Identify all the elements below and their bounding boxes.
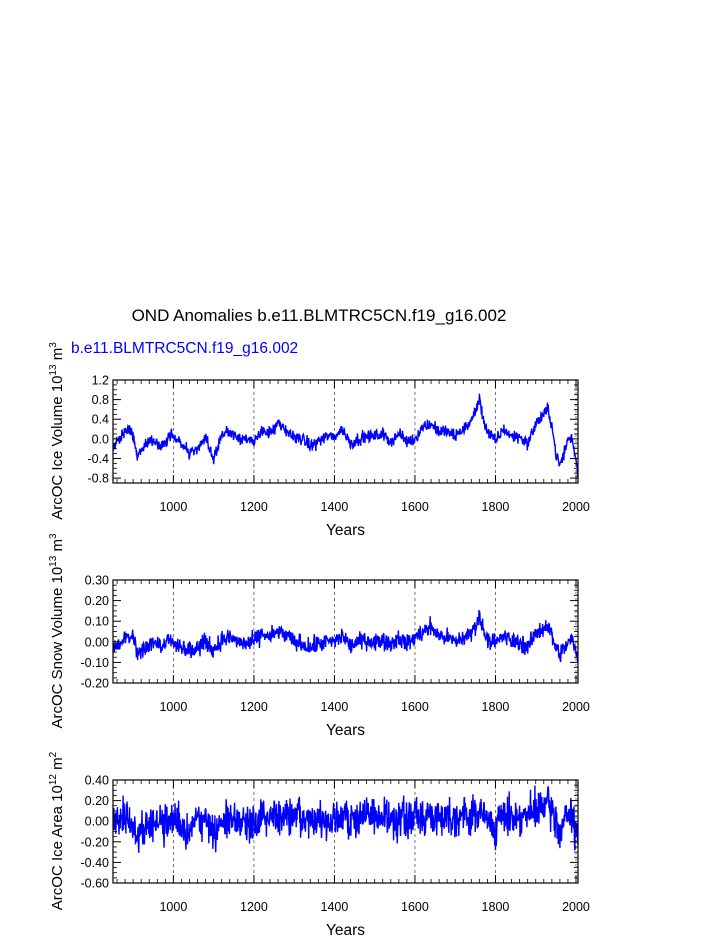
y-tick-label: 0.30 — [85, 574, 109, 588]
y-tick-label: 0.00 — [85, 635, 109, 649]
y-tick-label: 0.0 — [92, 432, 109, 446]
x-tick-label: 1000 — [159, 700, 187, 714]
x-tick-label: 1000 — [159, 500, 187, 514]
y-tick-label: -0.40 — [81, 856, 110, 870]
panel-1: 1000 1200 1400 1600 1800 2000 -0.8 -0.4 0.0 0.4 0.… — [48, 342, 590, 539]
panel-3: 1000 1200 1400 1600 1800 2000 -0.60 -0.40 -0.20 0… — [48, 751, 590, 935]
x-tick-label: 1600 — [401, 700, 429, 714]
x-tick-label: 1200 — [240, 500, 268, 514]
x-tick-label: 1800 — [482, 500, 510, 514]
y-axis-label: ArcOC Ice Area 1012 m2 — [48, 751, 66, 910]
y-tick-label: -0.20 — [81, 677, 110, 691]
x-tick-label: 1400 — [321, 700, 349, 714]
y-tick-label: -0.8 — [87, 472, 109, 486]
x-tick-label: 1600 — [401, 500, 429, 514]
x-tick-label: 2000 — [562, 500, 590, 514]
y-tick-label: -0.10 — [81, 656, 110, 670]
y-tick-label: 0.40 — [85, 774, 109, 788]
y-axis-label: ArcOC Snow Volume 1013 m3 — [48, 533, 66, 729]
y-tick-label: 0.00 — [85, 815, 109, 829]
y-tick-label: 1.2 — [92, 374, 109, 388]
x-tick-label: 1800 — [482, 900, 510, 914]
x-tick-label: 1400 — [321, 900, 349, 914]
x-tick-label: 2000 — [562, 700, 590, 714]
y-tick-label: 0.20 — [85, 794, 109, 808]
series-line — [113, 609, 578, 663]
y-tick-label: 0.4 — [92, 413, 109, 427]
x-tick-label: 1800 — [482, 700, 510, 714]
series-line — [113, 785, 578, 853]
x-axis-label: Years — [326, 522, 365, 539]
panel-2: 1000 1200 1400 1600 1800 2000 -0.20 -0.10 0.00 0.… — [48, 533, 590, 739]
x-tick-label: 1600 — [401, 900, 429, 914]
x-axis-label: Years — [326, 922, 365, 935]
y-tick-label: 0.20 — [85, 594, 109, 608]
x-tick-label: 2000 — [562, 900, 590, 914]
x-tick-label: 1200 — [240, 700, 268, 714]
series-line — [113, 393, 578, 478]
x-axis-label: Years — [326, 722, 365, 739]
x-tick-label: 1400 — [321, 500, 349, 514]
plot-frame — [112, 379, 579, 484]
figure-title: OND Anomalies b.e11.BLMTRC5CN.f19_g16.00… — [132, 306, 507, 325]
y-tick-label: 0.8 — [92, 393, 109, 407]
plot-frame — [112, 579, 579, 684]
y-tick-label: -0.20 — [81, 835, 110, 849]
y-axis-label: ArcOC Ice Volume 1013 m3 — [48, 342, 66, 520]
y-tick-label: -0.4 — [87, 452, 109, 466]
series-subtitle: b.e11.BLMTRC5CN.f19_g16.002 — [71, 340, 298, 357]
x-tick-label: 1000 — [159, 900, 187, 914]
y-tick-label: -0.60 — [81, 877, 110, 891]
x-tick-label: 1200 — [240, 900, 268, 914]
y-tick-label: 0.10 — [85, 615, 109, 629]
